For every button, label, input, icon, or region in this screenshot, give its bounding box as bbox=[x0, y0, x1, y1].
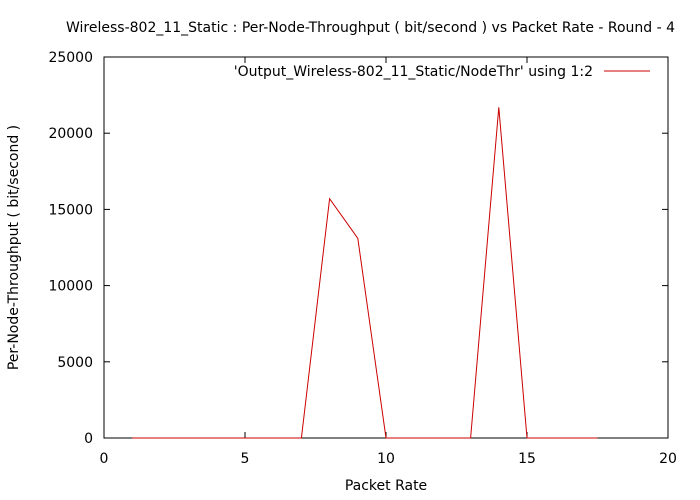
y-tick-label: 5000 bbox=[57, 355, 93, 371]
plot-frame bbox=[103, 56, 669, 439]
x-axis-label: Packet Rate bbox=[345, 478, 427, 494]
y-tick-label: 20000 bbox=[48, 126, 93, 142]
y-tick-label: 10000 bbox=[48, 279, 93, 295]
x-axis-ticks: 0 5 10 15 20 bbox=[100, 57, 677, 467]
y-axis-label: Per-Node-Throughput ( bit/second ) bbox=[6, 125, 22, 370]
legend-label: 'Output_Wireless-802_11_Static/NodeThr' … bbox=[234, 64, 593, 80]
y-tick-label: 15000 bbox=[48, 202, 93, 218]
x-tick-label: 15 bbox=[518, 451, 536, 467]
x-tick-label: 5 bbox=[241, 451, 250, 467]
y-tick-label: 25000 bbox=[48, 50, 93, 66]
plot-border bbox=[103, 56, 669, 439]
x-tick-label: 0 bbox=[100, 451, 109, 467]
x-tick-label: 20 bbox=[659, 451, 677, 467]
chart-title: Wireless-802_11_Static : Per-Node-Throug… bbox=[66, 20, 675, 36]
series-line bbox=[132, 107, 598, 439]
series-layer bbox=[132, 107, 598, 439]
y-tick-label: 0 bbox=[84, 431, 93, 447]
legend: 'Output_Wireless-802_11_Static/NodeThr' … bbox=[234, 64, 650, 80]
x-tick-label: 10 bbox=[377, 451, 395, 467]
y-axis-ticks: 0 5000 10000 15000 20000 25000 bbox=[48, 50, 668, 447]
